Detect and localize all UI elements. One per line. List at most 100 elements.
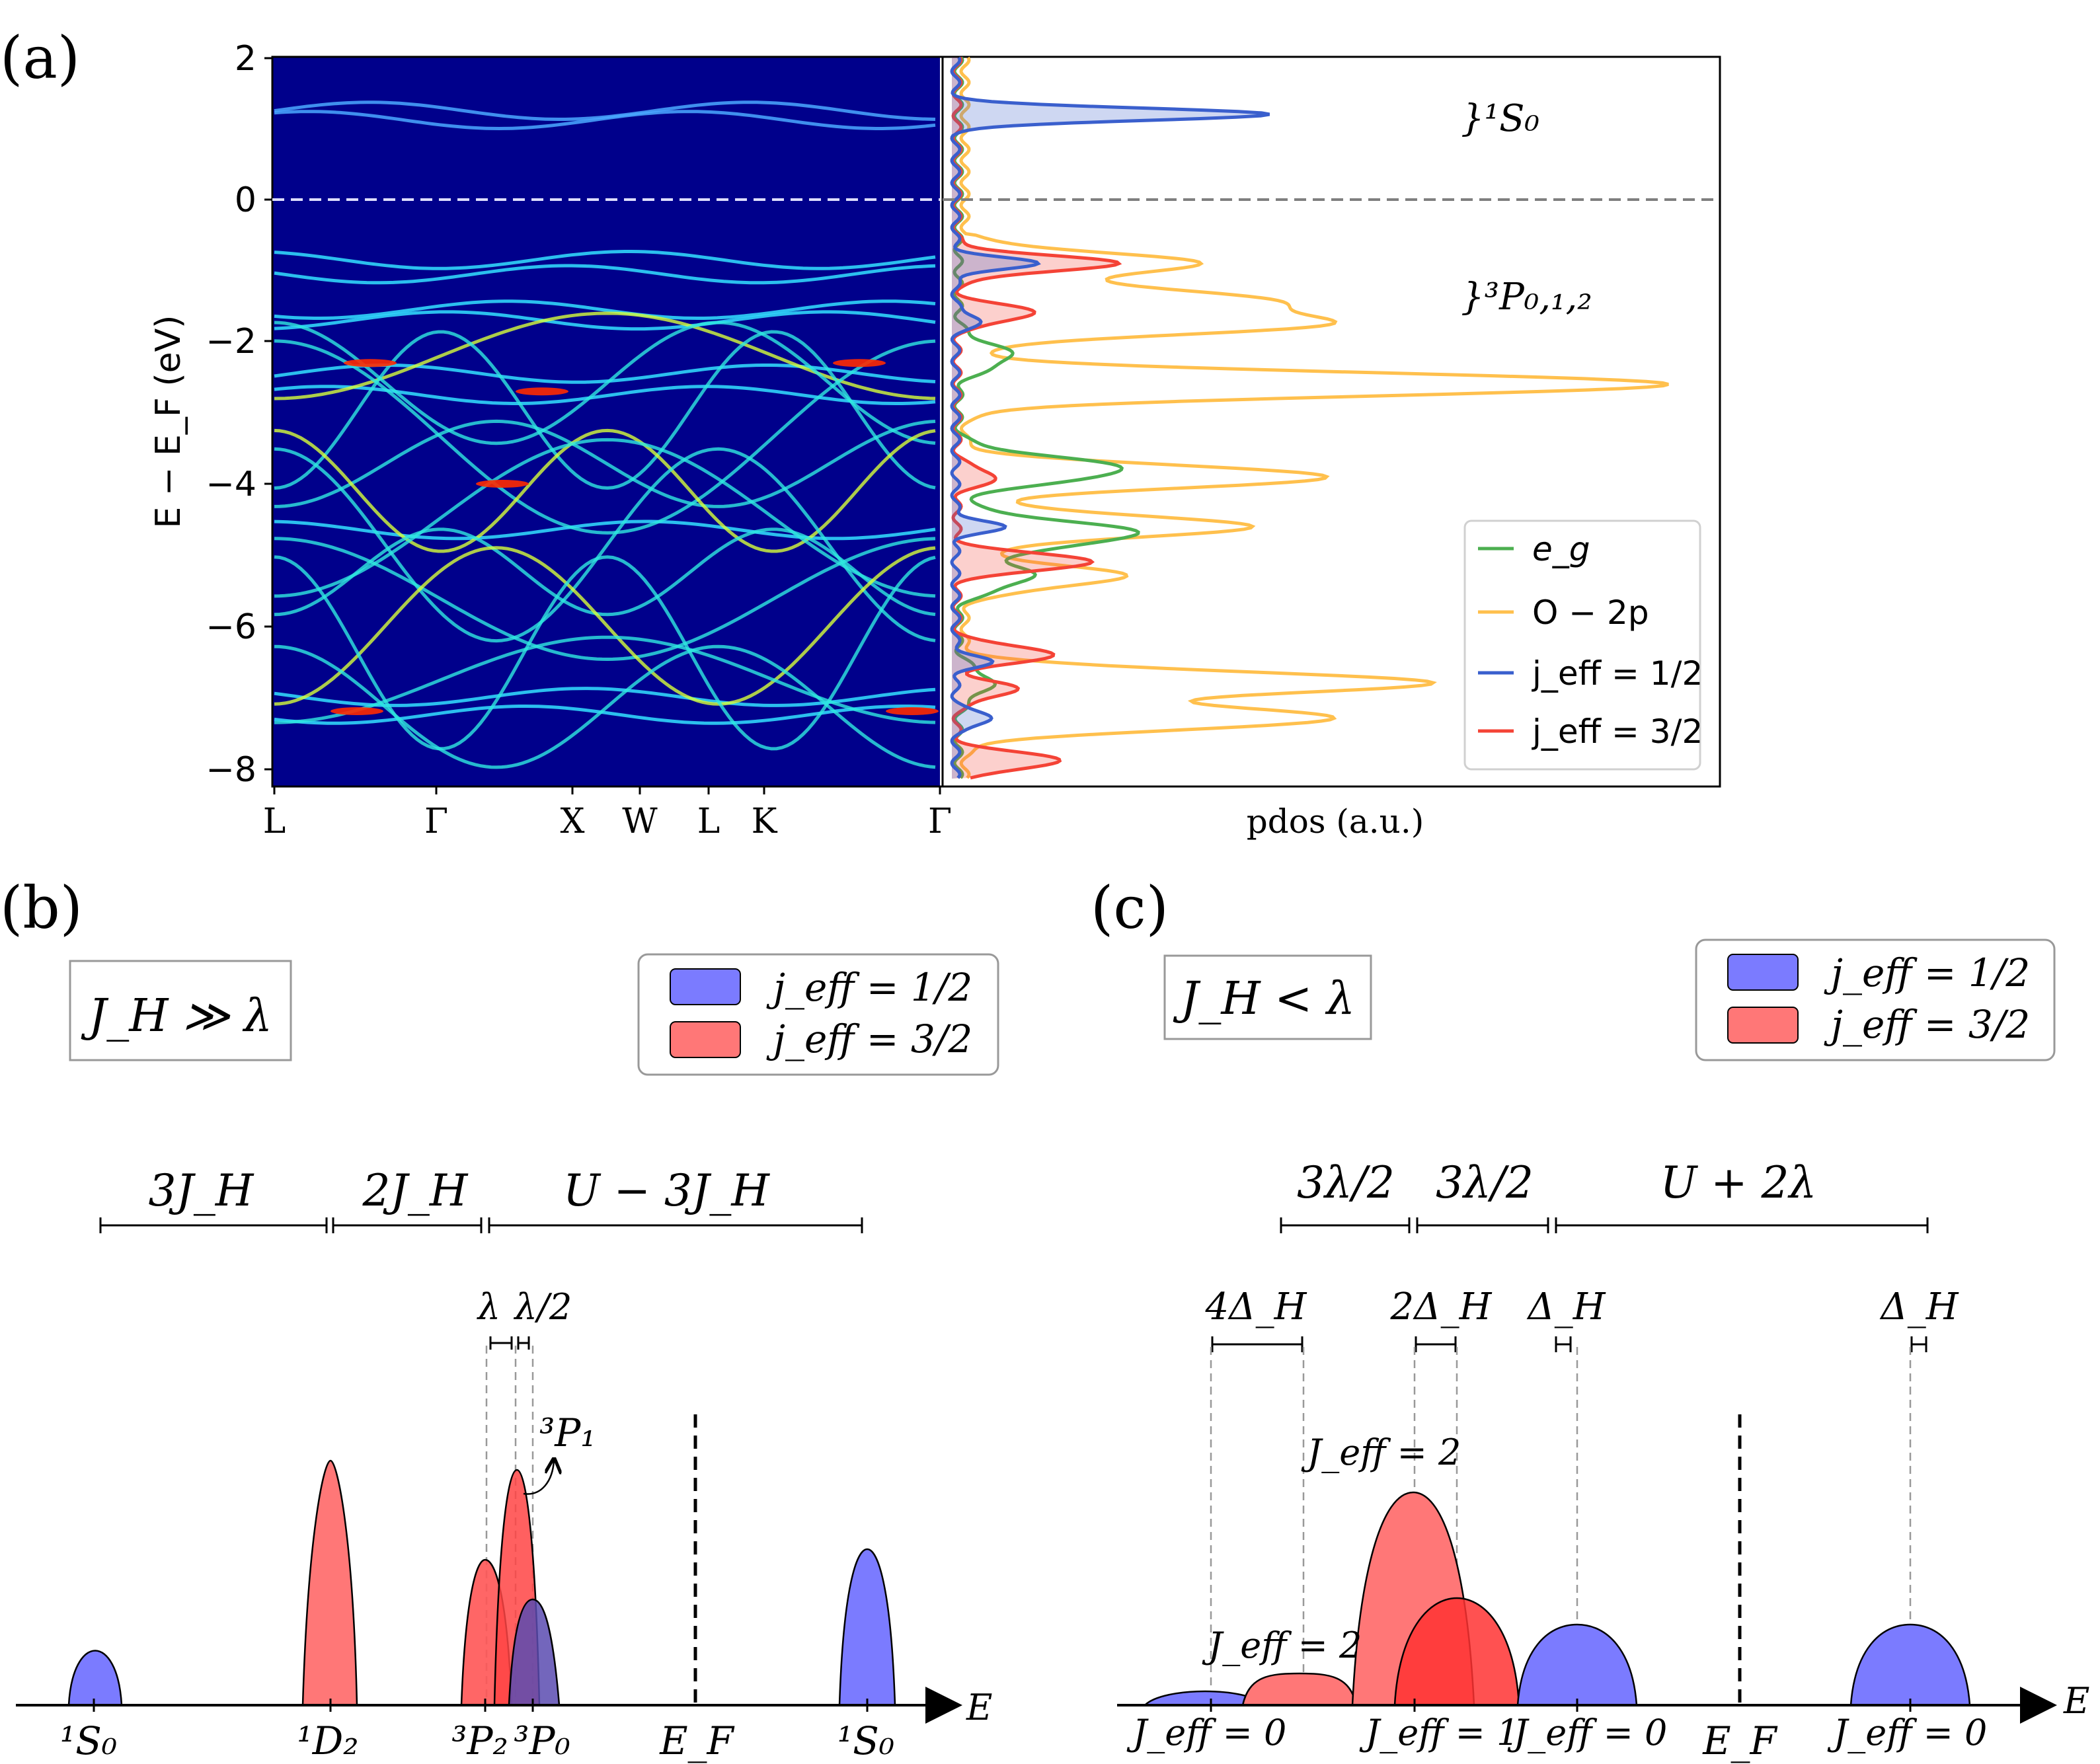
band-line — [274, 635, 936, 724]
legend-c-jhalf: j_eff = 1/2 — [1824, 950, 2030, 995]
band-line — [274, 705, 936, 725]
label-3P2: ³P₂ — [451, 1718, 508, 1763]
k-label: L — [697, 802, 720, 841]
spacing-DeltaH-1: Δ_H — [1526, 1285, 1606, 1328]
legend-j3half: j_eff = 3/2 — [1532, 712, 1703, 751]
band-line — [274, 428, 936, 553]
k-label: X — [560, 802, 584, 841]
pdos-line-o2p — [959, 56, 1669, 779]
band-hotspot — [833, 359, 886, 367]
spacing-lambda-half: λ/2 — [514, 1286, 572, 1328]
y-tick: −4 — [206, 465, 256, 504]
band-line — [274, 339, 936, 535]
regime-box-b — [69, 960, 292, 1061]
spacing-2JH: 2J_H — [362, 1165, 468, 1216]
spacing-2DeltaH: 2Δ_H — [1390, 1285, 1493, 1328]
energy-axis-label-c: E — [2063, 1680, 2089, 1722]
label-Jeff0-mid: J_eff = 0 — [1507, 1712, 1668, 1753]
legend-jhalf: j_eff = 1/2 — [1532, 654, 1703, 693]
legend-b-j3half: j_eff = 3/2 — [766, 1016, 972, 1061]
k-label: L — [263, 802, 286, 841]
spacing-3lambda-half-1: 3λ/2 — [1297, 1157, 1395, 1208]
y-tick: 2 — [235, 39, 256, 79]
regime-label-c: J_H < λ — [1173, 973, 1355, 1025]
spacing-brackets-b — [99, 1217, 863, 1233]
legend-eg: e_g — [1532, 530, 1590, 568]
band-line — [274, 264, 936, 285]
band-line — [274, 321, 936, 445]
band-line — [274, 555, 936, 751]
k-label: W — [622, 802, 658, 841]
spacing-brackets-c — [1280, 1217, 1929, 1233]
k-label: Γ — [424, 802, 448, 841]
spacing-DeltaH-2: Δ_H — [1879, 1285, 1959, 1328]
spacing-U-3JH: U − 3J_H — [563, 1165, 770, 1216]
y-tick: −2 — [206, 322, 256, 362]
energy-axis-label-b: E — [966, 1687, 992, 1728]
pdos-legend: e_g O − 2p j_eff = 1/2 j_eff = 3/2 — [1463, 519, 1703, 771]
pdos-line-jhalf — [950, 56, 1270, 779]
regime-box-c — [1163, 954, 1372, 1040]
label-Jeff2-lower: J_eff = 2 — [1202, 1625, 1362, 1666]
band-line — [274, 527, 936, 617]
spacing-3lambda-half-2: 3λ/2 — [1436, 1157, 1534, 1208]
label-Jeff1: J_eff = 1 — [1359, 1712, 1520, 1753]
band-structure-plot — [272, 57, 940, 786]
label-Jeff0-left: J_eff = 0 — [1126, 1712, 1287, 1753]
panel-c-label: (c) — [1091, 874, 1169, 942]
band-hotspot — [516, 387, 568, 396]
label-1D2: ¹D₂ — [297, 1718, 358, 1763]
spacing-U-2lambda: U + 2λ — [1660, 1157, 1817, 1208]
band-line — [274, 644, 936, 769]
band-line — [274, 447, 936, 643]
panel-b-label: (b) — [0, 874, 83, 942]
band-hotspot — [476, 480, 529, 488]
y-axis-label: E − E_F (eV) — [149, 315, 188, 529]
band-line — [274, 546, 936, 706]
y-tick: −6 — [206, 607, 256, 647]
annot-1S0: }¹S₀ — [1461, 97, 1539, 140]
legend-c: j_eff = 1/2 j_eff = 3/2 — [1695, 939, 2056, 1061]
legend-b: j_eff = 1/2 j_eff = 3/2 — [637, 953, 999, 1076]
spacing-lambda: λ — [477, 1286, 500, 1328]
k-label: K — [752, 802, 778, 841]
pdos-xlabel: pdos (a.u.) — [1247, 802, 1424, 841]
spacing-3JH: 3J_H — [148, 1165, 254, 1216]
band-line — [274, 110, 936, 131]
legend-o2p: O − 2p — [1532, 594, 1649, 632]
peaks-b — [67, 1459, 896, 1706]
band-line — [274, 537, 936, 662]
panel-a-label: (a) — [0, 24, 80, 92]
band-line — [274, 299, 936, 320]
band-line — [274, 310, 936, 331]
pdos-curves — [950, 56, 1669, 780]
y-axis: 2 0 −2 −4 −6 −8 E − E_F (eV) — [149, 39, 272, 790]
annot-3P: }³P₀,₁,₂ — [1461, 276, 1592, 319]
band-line — [274, 311, 936, 401]
band-lines — [274, 100, 939, 769]
label-1S0-left: ¹S₀ — [60, 1718, 117, 1763]
label-Jeff2-upper: J_eff = 2 — [1301, 1432, 1461, 1473]
label-3P0: ³P₀ — [514, 1718, 570, 1763]
band-line — [274, 438, 936, 598]
label-1S0-right: ¹S₀ — [837, 1718, 894, 1763]
label-EF-b: E_F — [659, 1718, 734, 1763]
label-Jeff0-right: J_eff = 0 — [1827, 1712, 1988, 1753]
band-line — [274, 250, 936, 270]
y-tick: 0 — [235, 180, 256, 220]
band-hotspot — [344, 359, 397, 367]
band-hotspot — [886, 707, 939, 715]
band-line — [274, 330, 936, 490]
k-label: Γ — [928, 802, 952, 841]
label-EF-c: E_F — [1702, 1718, 1777, 1763]
label-3P1: ³P₁ — [539, 1410, 596, 1455]
legend-c-j3half: j_eff = 3/2 — [1824, 1002, 2030, 1047]
peaks-c — [1142, 1491, 1971, 1706]
y-tick: −8 — [206, 750, 256, 790]
band-line — [274, 419, 936, 508]
k-axis: L Γ X W L K Γ pdos (a.u.) — [263, 786, 1424, 841]
regime-label-b: J_H ≫ λ — [81, 990, 272, 1042]
legend-b-jhalf: j_eff = 1/2 — [766, 965, 972, 1010]
band-hotspot — [331, 707, 383, 715]
